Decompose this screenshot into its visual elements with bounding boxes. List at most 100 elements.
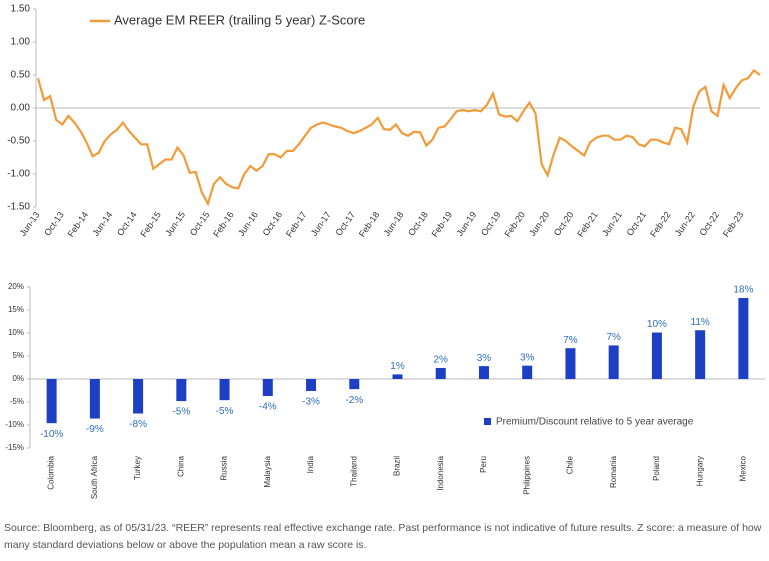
x-tick-label: Oct-17 xyxy=(333,210,357,238)
y-tick-label: 0.50 xyxy=(11,70,31,81)
x-tick-label: Feb-22 xyxy=(648,210,673,239)
value-label: -5% xyxy=(216,406,234,417)
bar xyxy=(608,345,619,379)
bar xyxy=(306,379,317,391)
x-tick-label: China xyxy=(176,455,185,476)
x-tick-label: Oct-20 xyxy=(552,210,576,238)
x-tick-label: Feb-15 xyxy=(138,210,163,239)
x-tick-label: Chile xyxy=(566,455,575,474)
x-tick-label: Thailand xyxy=(349,456,358,487)
legend-label: Premium/Discount relative to 5 year aver… xyxy=(496,417,694,428)
value-label: 3% xyxy=(477,353,492,364)
x-tick-label: Feb-19 xyxy=(430,210,455,239)
y-tick-label: 10% xyxy=(8,328,24,337)
x-tick-label: Feb-18 xyxy=(357,210,382,239)
x-tick-label: Brazil xyxy=(393,456,402,476)
value-label: 7% xyxy=(563,335,578,346)
bar xyxy=(565,348,576,379)
footnote: Source: Bloomberg, as of 05/31/23. “REER… xyxy=(4,522,762,551)
x-tick-label: Indonesia xyxy=(436,455,445,490)
y-tick-label: -0.50 xyxy=(7,136,30,147)
value-label: -5% xyxy=(172,407,190,418)
y-tick-label: -1.00 xyxy=(7,169,30,180)
x-tick-label: Oct-22 xyxy=(697,210,721,238)
x-tick-label: Oct-19 xyxy=(479,210,503,238)
x-tick-label: Jun-19 xyxy=(454,210,478,238)
x-tick-label: India xyxy=(306,455,315,473)
x-tick-label: Jun-21 xyxy=(600,210,624,238)
value-label: -10% xyxy=(40,429,63,440)
bar xyxy=(435,367,446,379)
x-tick-label: Oct-16 xyxy=(261,210,285,238)
y-tick-label: 20% xyxy=(8,282,24,291)
x-tick-label: Jun-18 xyxy=(382,210,406,238)
bar xyxy=(349,379,360,390)
x-tick-label: Jun-15 xyxy=(163,210,187,238)
x-tick-label: Peru xyxy=(479,456,488,473)
x-tick-label: Jun-13 xyxy=(18,210,42,238)
bar xyxy=(522,365,533,379)
value-label: 1% xyxy=(390,361,405,372)
bar xyxy=(651,332,662,379)
x-tick-label: Jun-17 xyxy=(309,210,333,238)
data-line xyxy=(36,68,761,207)
value-label: 3% xyxy=(520,352,535,363)
y-tick-label: 0% xyxy=(12,374,24,383)
value-label: -2% xyxy=(345,395,363,406)
bar xyxy=(738,298,749,379)
value-label: -8% xyxy=(129,419,147,430)
x-tick-label: South Africa xyxy=(90,455,99,499)
x-tick-label: Poland xyxy=(652,456,661,481)
value-label: 10% xyxy=(647,319,667,330)
value-label: 11% xyxy=(691,317,710,328)
value-label: 7% xyxy=(606,332,621,343)
x-tick-label: Feb-23 xyxy=(721,210,746,239)
bar xyxy=(392,374,403,379)
bar xyxy=(262,379,273,397)
x-tick-label: Jun-14 xyxy=(90,210,114,238)
y-tick-label: -10% xyxy=(5,420,24,429)
x-tick-label: Colombia xyxy=(47,455,56,489)
x-tick-label: Hungary xyxy=(695,456,704,486)
x-tick-label: Oct-18 xyxy=(406,210,430,238)
x-tick-label: Feb-17 xyxy=(284,210,309,239)
x-tick-label: Philippines xyxy=(522,456,531,495)
x-tick-label: Turkey xyxy=(133,456,142,480)
bar xyxy=(176,379,187,402)
y-tick-label: 1.50 xyxy=(11,4,31,15)
x-tick-label: Romania xyxy=(609,455,618,488)
legend-label: Average EM REER (trailing 5 year) Z-Scor… xyxy=(114,12,365,27)
x-tick-label: Oct-13 xyxy=(42,210,66,238)
value-label: -3% xyxy=(302,397,320,408)
x-tick-label: Feb-14 xyxy=(66,210,91,239)
bar xyxy=(46,379,57,424)
x-tick-label: Malaysia xyxy=(263,455,272,487)
x-tick-label: Oct-14 xyxy=(115,210,139,238)
y-tick-label: 1.00 xyxy=(11,37,31,48)
bar xyxy=(133,379,144,414)
value-label: -4% xyxy=(259,402,277,413)
x-tick-label: Feb-21 xyxy=(575,210,600,239)
y-tick-label: -1.50 xyxy=(7,202,30,213)
y-tick-label: 0.00 xyxy=(11,103,31,114)
x-tick-label: Jun-16 xyxy=(236,210,260,238)
bar xyxy=(478,366,489,379)
y-tick-label: -5% xyxy=(10,397,24,406)
y-tick-label: 5% xyxy=(12,351,24,360)
x-tick-label: Oct-21 xyxy=(625,210,649,238)
y-tick-label: 15% xyxy=(8,305,24,314)
legend-swatch xyxy=(484,418,491,425)
x-tick-label: Oct-15 xyxy=(188,210,212,238)
x-tick-label: Russia xyxy=(220,455,229,480)
value-label: 2% xyxy=(434,355,449,366)
x-tick-label: Feb-20 xyxy=(502,210,527,239)
value-label: 18% xyxy=(733,285,753,296)
value-label: -9% xyxy=(86,424,104,435)
x-tick-label: Jun-22 xyxy=(673,210,697,238)
x-tick-label: Mexico xyxy=(738,455,747,481)
x-tick-label: Jun-20 xyxy=(527,210,551,238)
bar xyxy=(695,330,706,379)
bar xyxy=(89,379,100,419)
